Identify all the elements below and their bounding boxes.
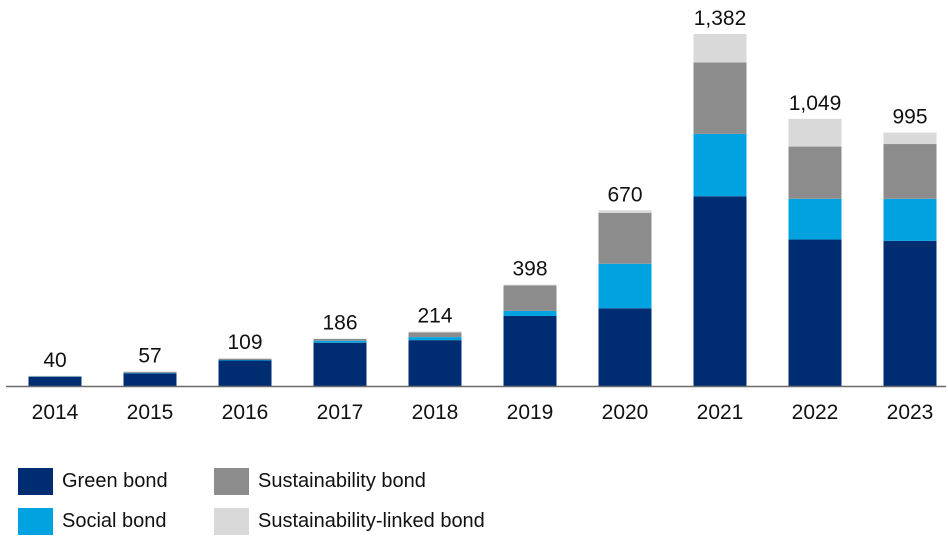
bar-segment-sustainability-linked-bond-2016: [219, 358, 272, 359]
bar-segment-sustainability-bond-2018: [409, 333, 462, 338]
bar-segment-social-bond-2017: [314, 341, 367, 343]
bar-segment-green-bond-2020: [599, 308, 652, 386]
bar-segment-social-bond-2018: [409, 337, 462, 340]
legend-swatch-sustainability-linked-bond: [214, 508, 249, 535]
x-tick-label-2022: 2022: [792, 401, 839, 424]
bar-segment-sustainability-bond-2020: [599, 213, 652, 264]
legend-item-green-bond: Green bond: [18, 463, 168, 499]
bar-segment-green-bond-2023: [884, 241, 937, 386]
bar-segment-sustainability-linked-bond-2020: [599, 210, 652, 213]
bar-segment-social-bond-2023: [884, 199, 937, 241]
x-tick-label-2020: 2020: [602, 401, 649, 424]
bar-segment-green-bond-2017: [314, 343, 367, 386]
total-label-2022: 1,049: [789, 92, 842, 115]
legend-label-social-bond: Social bond: [62, 510, 167, 533]
bar-segment-social-bond-2021: [694, 134, 747, 196]
total-label-2017: 186: [322, 312, 357, 335]
bar-segment-sustainability-bond-2014: [29, 376, 82, 377]
bar-segment-social-bond-2022: [789, 199, 842, 240]
bar-segment-green-bond-2018: [409, 340, 462, 386]
x-tick-label-2023: 2023: [887, 401, 934, 424]
bar-segment-sustainability-bond-2015: [124, 372, 177, 373]
legend-item-social-bond: Social bond: [18, 503, 167, 539]
bars-group: [29, 34, 937, 386]
bar-segment-sustainability-linked-bond-2023: [884, 133, 937, 144]
bar-segment-green-bond-2015: [124, 373, 177, 386]
bar-segment-social-bond-2020: [599, 264, 652, 309]
total-label-2018: 214: [417, 304, 452, 327]
bar-segment-green-bond-2014: [29, 377, 82, 386]
legend-label-sustainability-linked-bond: Sustainability-linked bond: [258, 510, 485, 533]
legend-item-sustainability-linked-bond: Sustainability-linked bond: [214, 503, 485, 539]
legend-swatch-sustainability-bond: [214, 468, 249, 495]
total-label-2023: 995: [892, 106, 927, 129]
total-label-2020: 670: [607, 183, 642, 206]
bar-segment-sustainability-bond-2021: [694, 63, 747, 134]
bar-segment-sustainability-bond-2023: [884, 144, 937, 199]
legend-label-sustainability-bond: Sustainability bond: [258, 470, 426, 493]
legend-swatch-social-bond: [18, 508, 53, 535]
x-tick-label-2021: 2021: [697, 401, 744, 424]
x-tick-label-2017: 2017: [317, 401, 364, 424]
bar-segment-sustainability-bond-2022: [789, 147, 842, 199]
legend-swatch-green-bond: [18, 468, 53, 495]
bar-segment-sustainability-linked-bond-2018: [409, 331, 462, 332]
x-tick-label-2015: 2015: [127, 401, 174, 424]
x-tick-label-2018: 2018: [412, 401, 459, 424]
bar-segment-green-bond-2021: [694, 196, 747, 386]
bar-segment-social-bond-2015: [124, 373, 177, 374]
x-tick-label-2016: 2016: [222, 401, 269, 424]
x-tick-label-2019: 2019: [507, 401, 554, 424]
bar-segment-green-bond-2022: [789, 240, 842, 386]
total-label-2019: 398: [512, 258, 547, 281]
bar-segment-sustainability-linked-bond-2021: [694, 34, 747, 63]
bar-segment-sustainability-bond-2019: [504, 285, 557, 310]
legend-item-sustainability-bond: Sustainability bond: [214, 463, 426, 499]
bar-segment-social-bond-2016: [219, 360, 272, 361]
x-tick-labels-group: 2014 2015 2016 2017 2018 2019 2020 2021 2022 2023: [32, 401, 934, 424]
total-label-2016: 109: [227, 331, 262, 354]
bar-segment-sustainability-linked-bond-2022: [789, 119, 842, 147]
bar-segment-green-bond-2019: [504, 316, 557, 386]
total-label-2014: 40: [43, 349, 66, 372]
legend-label-green-bond: Green bond: [62, 470, 168, 493]
x-tick-label-2014: 2014: [32, 401, 79, 424]
bar-segment-green-bond-2016: [219, 361, 272, 386]
bar-segment-sustainability-bond-2017: [314, 339, 367, 341]
bar-segment-sustainability-bond-2016: [219, 359, 272, 360]
bar-segment-sustainability-linked-bond-2019: [504, 285, 557, 286]
total-label-2021: 1,382: [694, 7, 747, 30]
total-label-2015: 57: [138, 344, 161, 367]
bar-segment-social-bond-2019: [504, 311, 557, 316]
legend: Green bond Sustainability bond Social bo…: [18, 463, 618, 537]
